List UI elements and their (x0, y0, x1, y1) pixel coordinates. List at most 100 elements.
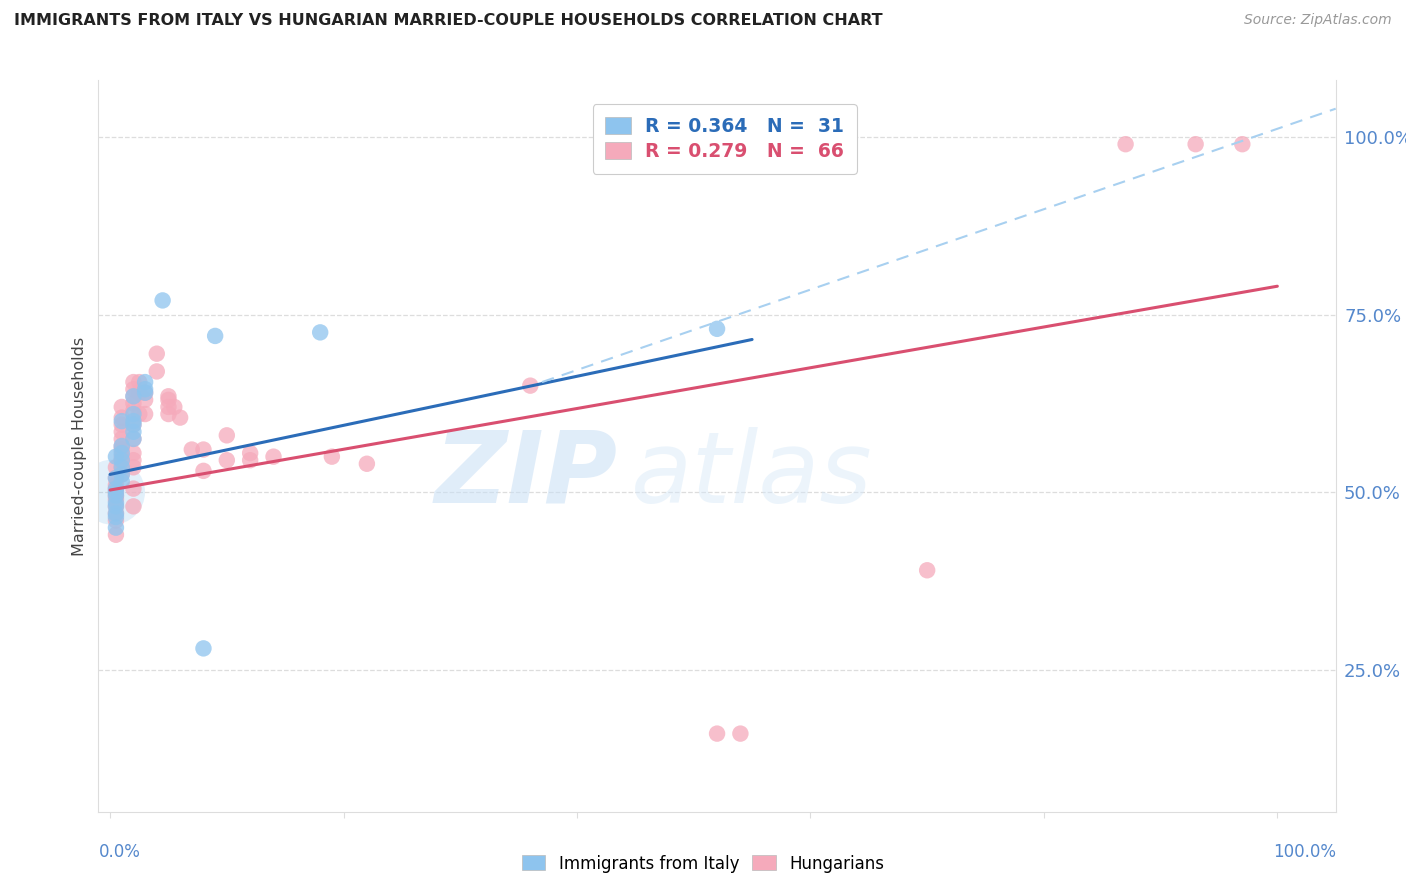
Point (193, 442, 215, 457)
Point (134, 385, 156, 400)
Point (122, 417, 145, 432)
Text: Source: ZipAtlas.com: Source: ZipAtlas.com (1244, 13, 1392, 28)
Point (730, 726, 752, 740)
Point (915, 563, 938, 577)
Point (193, 464, 215, 478)
Y-axis label: Married-couple Households: Married-couple Households (72, 336, 87, 556)
Point (169, 410, 191, 425)
Point (104, 485, 127, 500)
Point (122, 500, 145, 514)
Point (706, 726, 728, 740)
Point (122, 482, 145, 496)
Point (104, 510, 127, 524)
Point (111, 410, 134, 425)
Point (122, 407, 145, 421)
Point (111, 475, 134, 489)
Point (122, 453, 145, 467)
Point (104, 460, 127, 475)
Point (128, 407, 150, 421)
Point (157, 400, 180, 414)
Point (111, 460, 134, 475)
Point (134, 382, 156, 396)
Point (122, 417, 145, 432)
Point (1232, 137, 1254, 152)
Point (122, 460, 145, 475)
Text: IMMIGRANTS FROM ITALY VS HUNGARIAN MARRIED-COUPLE HOUSEHOLDS CORRELATION CHART: IMMIGRANTS FROM ITALY VS HUNGARIAN MARRI… (14, 13, 883, 29)
Point (706, 322, 728, 336)
Text: 100.0%: 100.0% (1272, 843, 1336, 861)
Point (104, 489, 127, 503)
Point (122, 432, 145, 446)
Point (111, 450, 134, 464)
Point (104, 450, 127, 464)
Point (104, 521, 127, 535)
Point (104, 478, 127, 492)
Point (101, 485, 124, 500)
Point (122, 396, 145, 410)
Point (204, 329, 226, 343)
Point (122, 414, 145, 428)
Point (111, 439, 134, 453)
Point (122, 425, 145, 439)
Point (1115, 137, 1137, 152)
Point (111, 432, 134, 446)
Point (111, 460, 134, 475)
Point (104, 482, 127, 496)
Point (104, 507, 127, 521)
Point (163, 400, 186, 414)
Point (356, 457, 378, 471)
Point (215, 453, 238, 467)
Point (122, 389, 145, 403)
Legend: R = 0.364   N =  31, R = 0.279   N =  66: R = 0.364 N = 31, R = 0.279 N = 66 (593, 104, 856, 174)
Point (134, 392, 156, 407)
Point (104, 528, 127, 542)
Point (122, 446, 145, 460)
Point (111, 414, 134, 428)
Text: 0.0%: 0.0% (98, 843, 141, 861)
Point (134, 375, 156, 389)
Point (122, 389, 145, 403)
Point (104, 496, 127, 510)
Point (128, 375, 150, 389)
Point (111, 439, 134, 453)
Point (321, 450, 343, 464)
Point (157, 392, 180, 407)
Point (157, 389, 180, 403)
Point (104, 471, 127, 485)
Point (111, 425, 134, 439)
Point (157, 407, 180, 421)
Point (111, 467, 134, 482)
Point (104, 489, 127, 503)
Point (104, 492, 127, 507)
Point (111, 442, 134, 457)
Point (111, 446, 134, 460)
Point (215, 428, 238, 442)
Point (122, 382, 145, 396)
Point (193, 641, 215, 656)
Point (146, 364, 169, 378)
Point (134, 385, 156, 400)
Point (104, 514, 127, 528)
Point (111, 467, 134, 482)
Point (104, 471, 127, 485)
Point (122, 403, 145, 417)
Point (111, 417, 134, 432)
Point (111, 453, 134, 467)
Point (180, 442, 202, 457)
Point (104, 500, 127, 514)
Point (239, 446, 262, 460)
Point (104, 485, 127, 500)
Point (519, 378, 541, 392)
Point (111, 453, 134, 467)
Point (309, 326, 332, 340)
Point (1184, 137, 1206, 152)
Text: atlas: atlas (630, 426, 872, 524)
Point (104, 507, 127, 521)
Point (134, 407, 156, 421)
Point (146, 347, 169, 361)
Point (263, 450, 285, 464)
Point (152, 293, 174, 308)
Point (122, 375, 145, 389)
Point (128, 385, 150, 400)
Legend: Immigrants from Italy, Hungarians: Immigrants from Italy, Hungarians (515, 848, 891, 880)
